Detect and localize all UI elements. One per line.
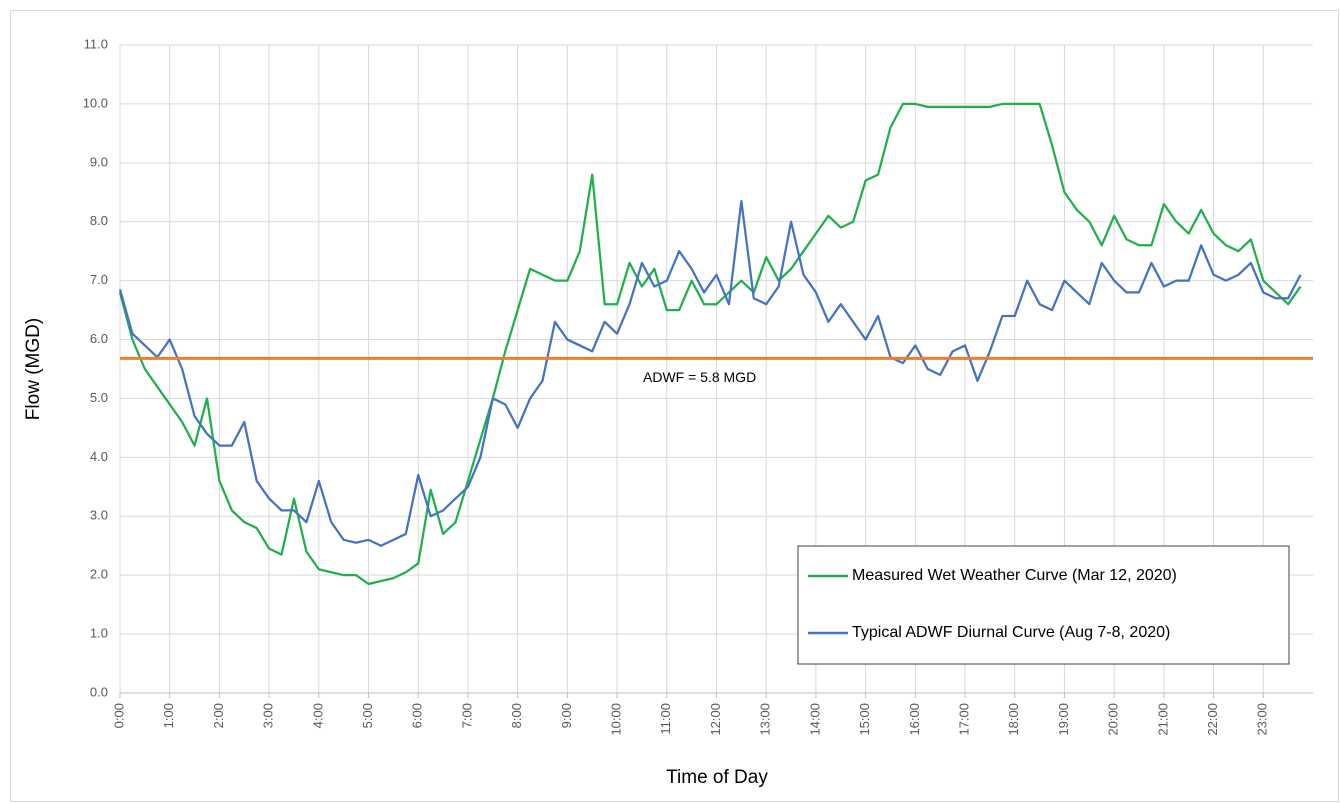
x-tick-label: 11:00 — [658, 703, 673, 735]
x-tick-label: 6:00 — [410, 703, 425, 728]
x-tick-label: 13:00 — [758, 703, 773, 736]
y-tick-label: 2.0 — [90, 567, 108, 582]
x-tick-label: 0:00 — [111, 703, 126, 728]
legend-box — [797, 545, 1290, 665]
legend-label: Typical ADWF Diurnal Curve (Aug 7-8, 202… — [852, 624, 1170, 641]
x-tick-label: 16:00 — [907, 703, 922, 736]
x-tick-label: 12:00 — [708, 703, 723, 736]
x-tick-label: 3:00 — [261, 703, 276, 728]
x-tick-label: 23:00 — [1255, 703, 1270, 736]
x-tick-label: 15:00 — [857, 703, 872, 736]
chart-border — [10, 10, 1339, 802]
y-tick-label: 5.0 — [90, 390, 108, 405]
x-tick-label: 2:00 — [211, 703, 226, 728]
annotation: ADWF = 5.8 MGD — [643, 369, 756, 385]
y-tick-label: 4.0 — [90, 449, 108, 464]
series-line — [118, 199, 1302, 547]
x-tick-label: 5:00 — [360, 703, 375, 728]
x-tick-label: 21:00 — [1155, 703, 1170, 736]
y-tick-label: 8.0 — [90, 213, 108, 228]
x-tick-label: 4:00 — [310, 703, 325, 728]
x-tick-label: 10:00 — [609, 703, 624, 736]
x-axis-title: Time of Day — [666, 767, 768, 788]
x-tick-label: 9:00 — [559, 703, 574, 728]
x-tick-label: 7:00 — [459, 703, 474, 728]
y-tick-label: 6.0 — [90, 331, 108, 346]
legend-label: Measured Wet Weather Curve (Mar 12, 2020… — [852, 567, 1177, 584]
x-tick-label: 8:00 — [509, 703, 524, 728]
y-tick-label: 10.0 — [83, 95, 108, 110]
x-tick-label: 22:00 — [1205, 703, 1220, 736]
y-tick-label: 1.0 — [90, 626, 108, 641]
series-line — [118, 102, 1302, 586]
y-tick-label: 11.0 — [84, 36, 108, 51]
x-tick-label: 20:00 — [1106, 703, 1121, 736]
y-tick-label: 0.0 — [90, 684, 108, 699]
y-tick-label: 7.0 — [90, 272, 108, 287]
x-tick-label: 17:00 — [956, 703, 971, 736]
x-tick-label: 14:00 — [807, 703, 822, 736]
x-tick-label: 19:00 — [1056, 703, 1071, 736]
y-tick-label: 9.0 — [90, 154, 108, 169]
y-tick-label: 3.0 — [90, 508, 108, 523]
y-axis-title: Flow (MGD) — [23, 318, 44, 420]
x-tick-label: 18:00 — [1006, 703, 1021, 736]
x-tick-label: 1:00 — [161, 703, 176, 728]
